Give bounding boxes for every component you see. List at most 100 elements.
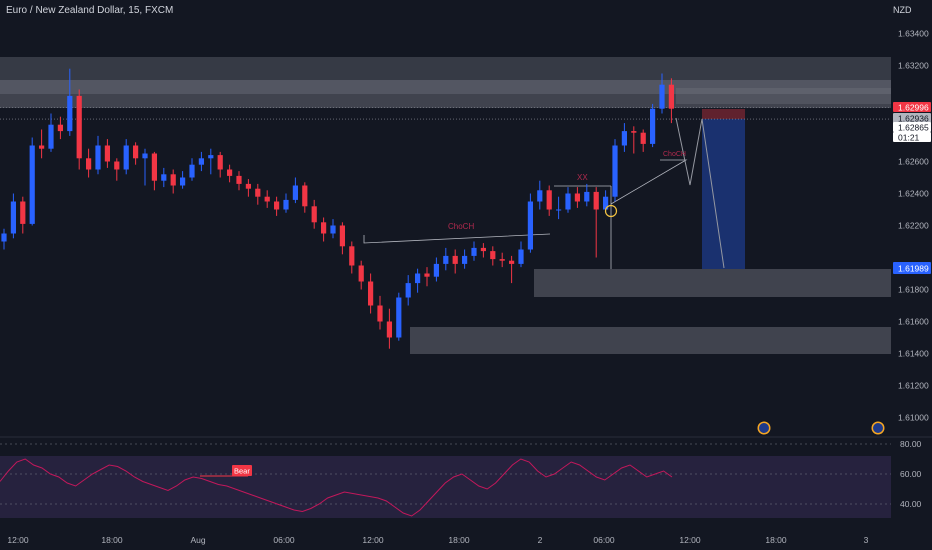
candle	[433, 257, 439, 282]
candle	[462, 249, 468, 269]
price-axis[interactable]: 1.63400 1.63200 1.62600 1.62400 1.62200 1.618…	[893, 29, 931, 423]
candle	[255, 183, 261, 205]
candle-body	[104, 145, 110, 162]
candle-body	[283, 199, 289, 210]
candle	[621, 123, 627, 152]
candle	[10, 193, 16, 239]
chart-title: Euro / New Zealand Dollar, 15, FXCM	[6, 5, 174, 16]
event-icon-2-inner	[873, 423, 883, 433]
price-tick-label: 1.61400	[898, 349, 929, 359]
candle	[640, 129, 646, 152]
candle	[386, 308, 392, 349]
price-badge-bg	[893, 262, 931, 274]
candle	[133, 142, 139, 165]
candle-body	[86, 158, 92, 170]
candle	[471, 241, 477, 261]
price-badge-bg	[893, 102, 931, 112]
choch-label: ChoCH	[448, 222, 474, 231]
price-badge: 1.62936	[893, 113, 931, 124]
candle-body	[396, 297, 402, 338]
candle-body	[180, 177, 186, 186]
candle	[236, 171, 242, 191]
candle	[76, 89, 82, 170]
candle-body	[339, 225, 345, 247]
candle-body	[349, 246, 355, 266]
bear-badge	[232, 465, 252, 476]
take-profit-box	[702, 119, 745, 269]
candle	[274, 196, 280, 216]
time-tick-label: 12:00	[7, 535, 29, 545]
candle	[104, 139, 110, 168]
price-badge-text: 1.62996	[898, 103, 929, 113]
candle-body	[255, 188, 261, 197]
candle	[29, 137, 35, 226]
candle	[48, 113, 54, 152]
candle	[659, 73, 665, 114]
time-tick-label: 18:00	[765, 535, 787, 545]
supply-zone-inner	[0, 80, 891, 108]
price-badge: 1.61989	[893, 262, 931, 274]
candle-body	[405, 283, 411, 298]
time-tick-label: 06:00	[273, 535, 295, 545]
candle	[161, 167, 167, 188]
candle-body	[386, 321, 392, 338]
annotations: ChoCH XX ChoCH	[448, 151, 885, 435]
candle	[264, 190, 270, 208]
candle	[415, 268, 421, 293]
candle-body	[499, 259, 505, 261]
candle	[86, 148, 92, 178]
candle-body	[311, 206, 317, 223]
candle	[612, 139, 618, 202]
price-badge-bg	[893, 132, 931, 142]
candle	[537, 180, 543, 210]
candle	[1, 228, 7, 250]
candle-body	[443, 255, 449, 264]
price-tick-label: 1.61200	[898, 381, 929, 391]
candle	[292, 177, 298, 204]
price-tick-label: 1.62400	[898, 189, 929, 199]
candle-body	[621, 131, 627, 146]
price-badge: 1.62996	[893, 102, 931, 113]
candle	[217, 151, 223, 178]
candle-body	[29, 145, 35, 224]
price-badge: 1.62865	[893, 122, 931, 133]
bear-label: Bear	[200, 465, 252, 477]
candle-body	[123, 145, 129, 170]
candle	[349, 241, 355, 274]
candlestick-series	[1, 68, 674, 349]
price-badge-bg	[893, 122, 931, 132]
candle-body	[462, 255, 468, 264]
candle-body	[659, 84, 665, 109]
time-tick-label: 18:00	[101, 535, 123, 545]
candle	[452, 249, 458, 274]
candle-body	[170, 174, 176, 186]
candle	[668, 78, 674, 124]
price-badge-text: 1.61989	[898, 264, 929, 274]
candle	[443, 247, 449, 271]
candle-body	[480, 247, 486, 252]
price-tick-label: 1.62200	[898, 221, 929, 231]
candle-body	[452, 255, 458, 264]
rsi-panel: 80.00 60.00 40.00 Bear	[0, 436, 932, 518]
candle	[208, 148, 214, 175]
price-tick-label: 1.63200	[898, 61, 929, 71]
candle-body	[57, 124, 63, 132]
candle-body	[133, 145, 139, 159]
candle-body	[142, 153, 148, 159]
rsi-band	[0, 456, 891, 518]
candle	[57, 116, 63, 140]
candle	[509, 255, 515, 284]
candle	[377, 295, 383, 330]
candle-body	[527, 201, 533, 250]
candle-body	[264, 196, 270, 202]
candle-body	[20, 201, 26, 224]
demand-zone-lower	[410, 327, 891, 354]
time-axis[interactable]: 12:00 18:00 Aug 06:00 12:00 18:00 2 06:00 12:00 1…	[7, 535, 868, 545]
candle	[180, 171, 186, 189]
candle-body	[415, 273, 421, 284]
price-badge: 01:21	[893, 132, 931, 143]
candle	[490, 246, 496, 266]
candle-body	[593, 191, 599, 210]
candle	[565, 187, 571, 213]
